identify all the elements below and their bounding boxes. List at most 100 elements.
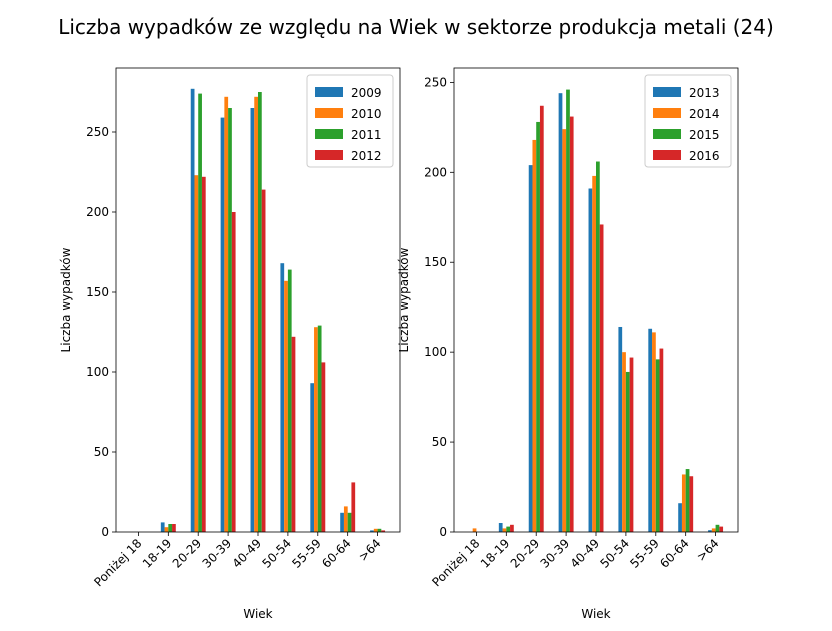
y-tick-label: 50 (94, 445, 109, 459)
y-tick-label: 250 (86, 125, 109, 139)
legend (306, 74, 394, 168)
bar-2015-2 (536, 121, 540, 532)
legend-swatch-2014 (653, 108, 681, 118)
bar-2014-7 (681, 474, 686, 532)
bar-2009-7 (340, 512, 344, 532)
bar-2012-8 (381, 530, 386, 532)
bar-2016-5 (629, 357, 634, 532)
legend-label-2010: 2010 (351, 107, 382, 121)
y-tick-label: 50 (432, 435, 447, 449)
x-tick-label: 40-49 (568, 536, 603, 571)
x-tick-label: 30-39 (200, 536, 235, 571)
bar-2014-4 (592, 175, 596, 532)
y-axis-label: Liczba wypadków (59, 247, 73, 352)
bar-2013-5 (618, 326, 623, 532)
bar-2011-4 (258, 92, 262, 532)
chart-right: 0 50 100 150 200 250 Poniżej 1818-1920-2930-39… (397, 67, 739, 621)
bar-2016-8 (719, 526, 724, 532)
bar-2016-1 (510, 524, 514, 532)
bar-2012-7 (351, 482, 356, 532)
bar-2010-5 (284, 280, 288, 532)
bar-2016-4 (599, 224, 604, 532)
x-tick-label: 18-19 (478, 536, 513, 571)
bar-2012-3 (231, 212, 236, 532)
chart-left: 0 50 100 150 200 250 Poniżej 1818-1920-2930-39… (59, 67, 401, 621)
bar-2011-3 (228, 108, 232, 532)
legend-label-2015: 2015 (689, 128, 720, 142)
bar-2010-2 (194, 175, 199, 532)
legend-label-2009: 2009 (351, 86, 382, 100)
bar-2011-5 (287, 269, 292, 532)
x-axis-label: Wiek (243, 607, 272, 621)
bar-2011-7 (347, 512, 352, 532)
x-tick-label: 40-49 (230, 536, 265, 571)
bar-2012-5 (291, 336, 296, 532)
bar-2014-5 (622, 352, 626, 532)
legend-swatch-2009 (315, 87, 343, 97)
bar-2014-1 (502, 528, 507, 532)
x-tick-label: 20-29 (170, 536, 205, 571)
bar-2010-3 (224, 96, 229, 533)
y-tick-label: 200 (86, 205, 109, 219)
y-axis-label: Liczba wypadków (397, 247, 411, 352)
bar-2013-3 (558, 93, 563, 533)
y-tick-label: 200 (424, 165, 447, 179)
bar-2015-6 (655, 359, 660, 532)
bar-2011-1 (168, 524, 173, 532)
bar-2014-6 (652, 332, 656, 532)
bar-2012-1 (172, 524, 176, 532)
x-tick-label: >64 (356, 536, 384, 564)
legend-swatch-2012 (315, 150, 343, 160)
bar-2010-7 (343, 506, 348, 532)
y-tick-label: 100 (86, 365, 109, 379)
bar-2013-2 (528, 165, 533, 532)
x-tick-label: Poniżej 18 (429, 536, 482, 589)
legend-swatch-2015 (653, 129, 681, 139)
bar-2010-6 (314, 327, 318, 532)
y-tick-label: 250 (424, 75, 447, 89)
legend-label-2016: 2016 (689, 149, 720, 163)
legend-swatch-2013 (653, 87, 681, 97)
x-tick-label: 50-54 (259, 536, 294, 571)
bar-2009-6 (310, 383, 315, 532)
legend-label-2012: 2012 (351, 149, 382, 163)
bar-2014-8 (711, 528, 716, 532)
bar-2015-5 (625, 371, 630, 532)
x-axis-label: Wiek (581, 607, 610, 621)
legend-swatch-2016 (653, 150, 681, 160)
legend (644, 74, 732, 168)
bar-2015-4 (596, 161, 600, 532)
bar-2009-8 (370, 530, 374, 532)
x-tick-label: 60-64 (319, 536, 354, 571)
bar-2013-8 (708, 530, 712, 532)
bar-2016-7 (689, 476, 694, 532)
figure-title: Liczba wypadków ze względu na Wiek w sek… (58, 15, 774, 39)
x-tick-label: Poniżej 18 (91, 536, 144, 589)
y-tick-label: 0 (101, 525, 109, 539)
x-tick-label: 55-59 (289, 536, 324, 571)
y-tick-label: 0 (439, 525, 447, 539)
bar-2010-8 (373, 528, 378, 532)
bar-2013-6 (648, 328, 653, 532)
bar-2012-4 (261, 189, 266, 532)
bar-2010-4 (254, 96, 258, 533)
bar-2013-1 (498, 523, 503, 532)
x-tick-label: 18-19 (140, 536, 175, 571)
x-tick-label: 20-29 (508, 536, 543, 571)
y-tick-label: 150 (424, 255, 447, 269)
x-tick-label: 55-59 (627, 536, 662, 571)
legend-swatch-2010 (315, 108, 343, 118)
bar-2014-2 (532, 139, 537, 532)
bar-2016-6 (659, 348, 664, 532)
legend-swatch-2011 (315, 129, 343, 139)
bar-2009-3 (220, 117, 225, 532)
bar-2014-3 (562, 129, 567, 532)
bar-2015-7 (685, 469, 690, 532)
bar-2009-2 (190, 88, 195, 533)
bar-2013-4 (588, 188, 593, 532)
bar-2016-2 (539, 105, 544, 533)
bar-2014-0 (472, 528, 477, 532)
x-tick-label: 50-54 (597, 536, 632, 571)
bar-2012-6 (321, 362, 326, 532)
